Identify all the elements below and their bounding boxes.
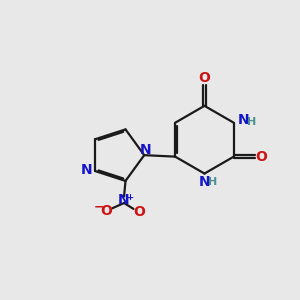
Text: H: H — [247, 117, 256, 127]
Text: N: N — [199, 176, 210, 189]
Text: −: − — [94, 200, 104, 213]
Text: N: N — [81, 163, 93, 177]
Text: N: N — [237, 113, 249, 127]
Text: O: O — [199, 71, 210, 85]
Text: N: N — [118, 193, 130, 207]
Text: O: O — [133, 205, 145, 219]
Text: O: O — [100, 204, 112, 218]
Text: N: N — [140, 143, 152, 157]
Text: O: O — [256, 150, 267, 164]
Text: +: + — [126, 193, 134, 202]
Text: H: H — [208, 177, 217, 188]
